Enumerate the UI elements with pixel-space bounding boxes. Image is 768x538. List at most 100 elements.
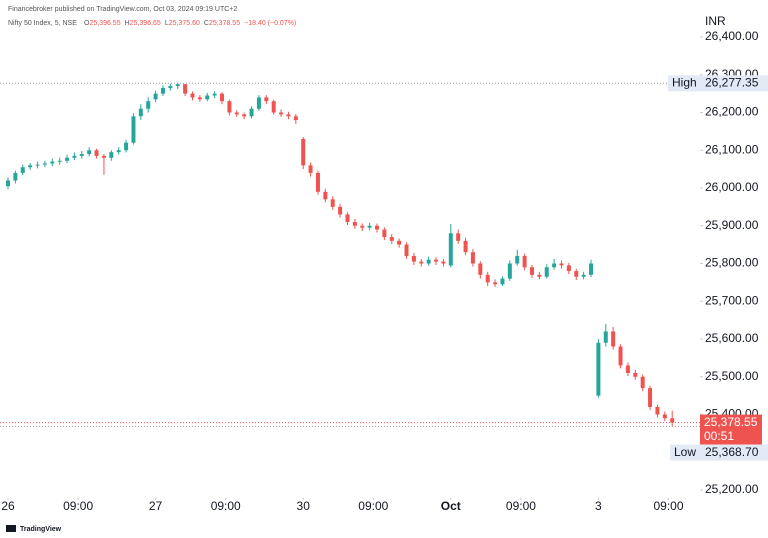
y-tick-label: 25,700.00 — [705, 293, 759, 307]
candle-body — [618, 346, 623, 366]
x-tick-label: 27 — [149, 499, 163, 513]
y-tick-label: 26,100.00 — [705, 142, 759, 156]
candle-body — [57, 160, 62, 162]
candle-body — [124, 142, 129, 151]
candle-body — [375, 225, 379, 230]
candle-body — [227, 101, 232, 113]
candle-body — [441, 261, 446, 264]
low-label: Low — [674, 445, 696, 459]
y-tick-label: 25,200.00 — [705, 482, 759, 496]
symbol: Nifty 50 Index, 5, NSE — [8, 20, 77, 27]
x-tick-label: 09:00 — [63, 499, 93, 513]
candle-body — [79, 154, 84, 156]
low-badge — [670, 444, 768, 461]
y-tick-label: 26,000.00 — [705, 180, 759, 194]
brand: TradingView — [20, 526, 62, 533]
high-value: 26,277.35 — [705, 75, 759, 89]
candle-body — [20, 167, 25, 173]
ohlc-value: 25,375.60 — [169, 20, 200, 27]
low-value: 25,368.70 — [705, 445, 759, 459]
candle-body — [330, 199, 335, 207]
candle-body — [205, 95, 210, 100]
candle-body — [382, 229, 387, 238]
candle-body — [175, 84, 180, 87]
candle-body — [515, 255, 520, 264]
candle-body — [625, 365, 630, 373]
candle-body — [116, 150, 121, 153]
price-value: 25,378.55 — [704, 415, 758, 429]
ohlc-key: H — [125, 20, 130, 27]
candle-body — [94, 150, 99, 156]
candle-body — [367, 225, 372, 228]
candle-body — [456, 233, 461, 241]
candle-body — [234, 112, 239, 115]
candle-body — [28, 165, 33, 168]
candle-body — [6, 180, 10, 187]
candle-body — [670, 418, 675, 423]
candle-body — [470, 252, 475, 264]
y-tick-label: 26,200.00 — [705, 105, 759, 119]
candle-body — [493, 282, 498, 285]
candle-body — [633, 372, 638, 377]
candle-body — [271, 101, 276, 113]
candle-body — [426, 259, 431, 264]
candle-body — [190, 93, 195, 98]
ohlc-key: C — [204, 20, 209, 27]
y-tick-label: 25,600.00 — [705, 331, 759, 345]
x-tick-label: 3 — [595, 499, 602, 513]
candle-body — [603, 331, 608, 343]
candle-body — [655, 406, 660, 415]
candle-body — [581, 274, 586, 277]
candle-body — [72, 155, 77, 158]
candle-body — [279, 112, 284, 115]
high-label: High — [672, 75, 697, 89]
ohlc-value: 25,396.65 — [130, 20, 161, 27]
x-tick-label: 09:00 — [211, 499, 241, 513]
candle-body — [315, 172, 320, 192]
y-tick-label: 25,800.00 — [705, 256, 759, 270]
candle-body — [138, 108, 143, 117]
candle-body — [338, 206, 343, 215]
candle-body — [212, 93, 217, 96]
candle-body — [345, 214, 350, 222]
candle-body — [434, 259, 439, 262]
candle-body — [242, 114, 247, 117]
currency: INR — [705, 14, 726, 28]
candle-body — [35, 164, 40, 166]
candle-body — [566, 265, 571, 272]
y-tick-label: 25,500.00 — [705, 369, 759, 383]
x-tick-label: 09:00 — [653, 499, 683, 513]
ohlc-value: 25,378.55 — [209, 20, 240, 27]
candle-body — [537, 274, 542, 277]
candle-body — [360, 225, 365, 228]
candle-body — [101, 155, 106, 158]
candle-body — [249, 108, 254, 117]
candle-body — [65, 157, 70, 161]
candle-body — [574, 271, 579, 277]
candle-body — [463, 240, 468, 253]
x-tick-label: 26 — [1, 499, 15, 513]
high-badge — [668, 75, 768, 92]
candle-body — [293, 116, 298, 121]
candle-body — [485, 274, 490, 283]
candle-body — [529, 267, 534, 275]
candle-body — [220, 93, 225, 102]
y-tick-label: 26,400.00 — [705, 29, 759, 43]
price-badge — [700, 414, 762, 445]
candle-body — [589, 263, 594, 275]
y-tick-label: 25,900.00 — [705, 218, 759, 232]
candle-body — [640, 376, 645, 389]
candle-body — [544, 267, 549, 277]
candle-body — [197, 97, 202, 100]
candle-body — [448, 233, 453, 266]
candle-body — [286, 114, 291, 117]
candle-body — [183, 84, 188, 94]
candle-body — [389, 237, 394, 241]
candle-body — [109, 152, 114, 158]
x-tick-label: Oct — [441, 499, 461, 513]
x-tick-label: 30 — [297, 499, 311, 513]
ohlc-key: O — [84, 20, 90, 27]
candle-body — [42, 163, 47, 165]
x-tick-label: 09:00 — [506, 499, 536, 513]
